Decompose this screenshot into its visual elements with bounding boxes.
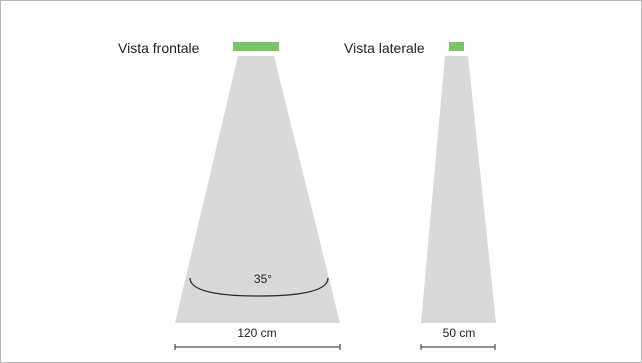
front-beam-cone [175,56,340,323]
side-dimension-line [420,344,496,350]
front-sensor-icon [233,42,279,51]
side-beam-cone [421,56,496,323]
side-view-label: Vista laterale [344,40,425,56]
side-view: Vista laterale 50 cm [344,40,496,350]
front-width-label: 120 cm [237,326,276,340]
side-sensor-icon [449,42,464,51]
front-view-label: Vista frontale [118,40,200,56]
front-dimension-line [174,344,341,350]
front-angle-arc [189,277,329,297]
side-width-label: 50 cm [443,326,476,340]
front-angle-label: 35° [254,272,272,286]
front-view: Vista frontale 35° 120 cm [118,40,341,350]
